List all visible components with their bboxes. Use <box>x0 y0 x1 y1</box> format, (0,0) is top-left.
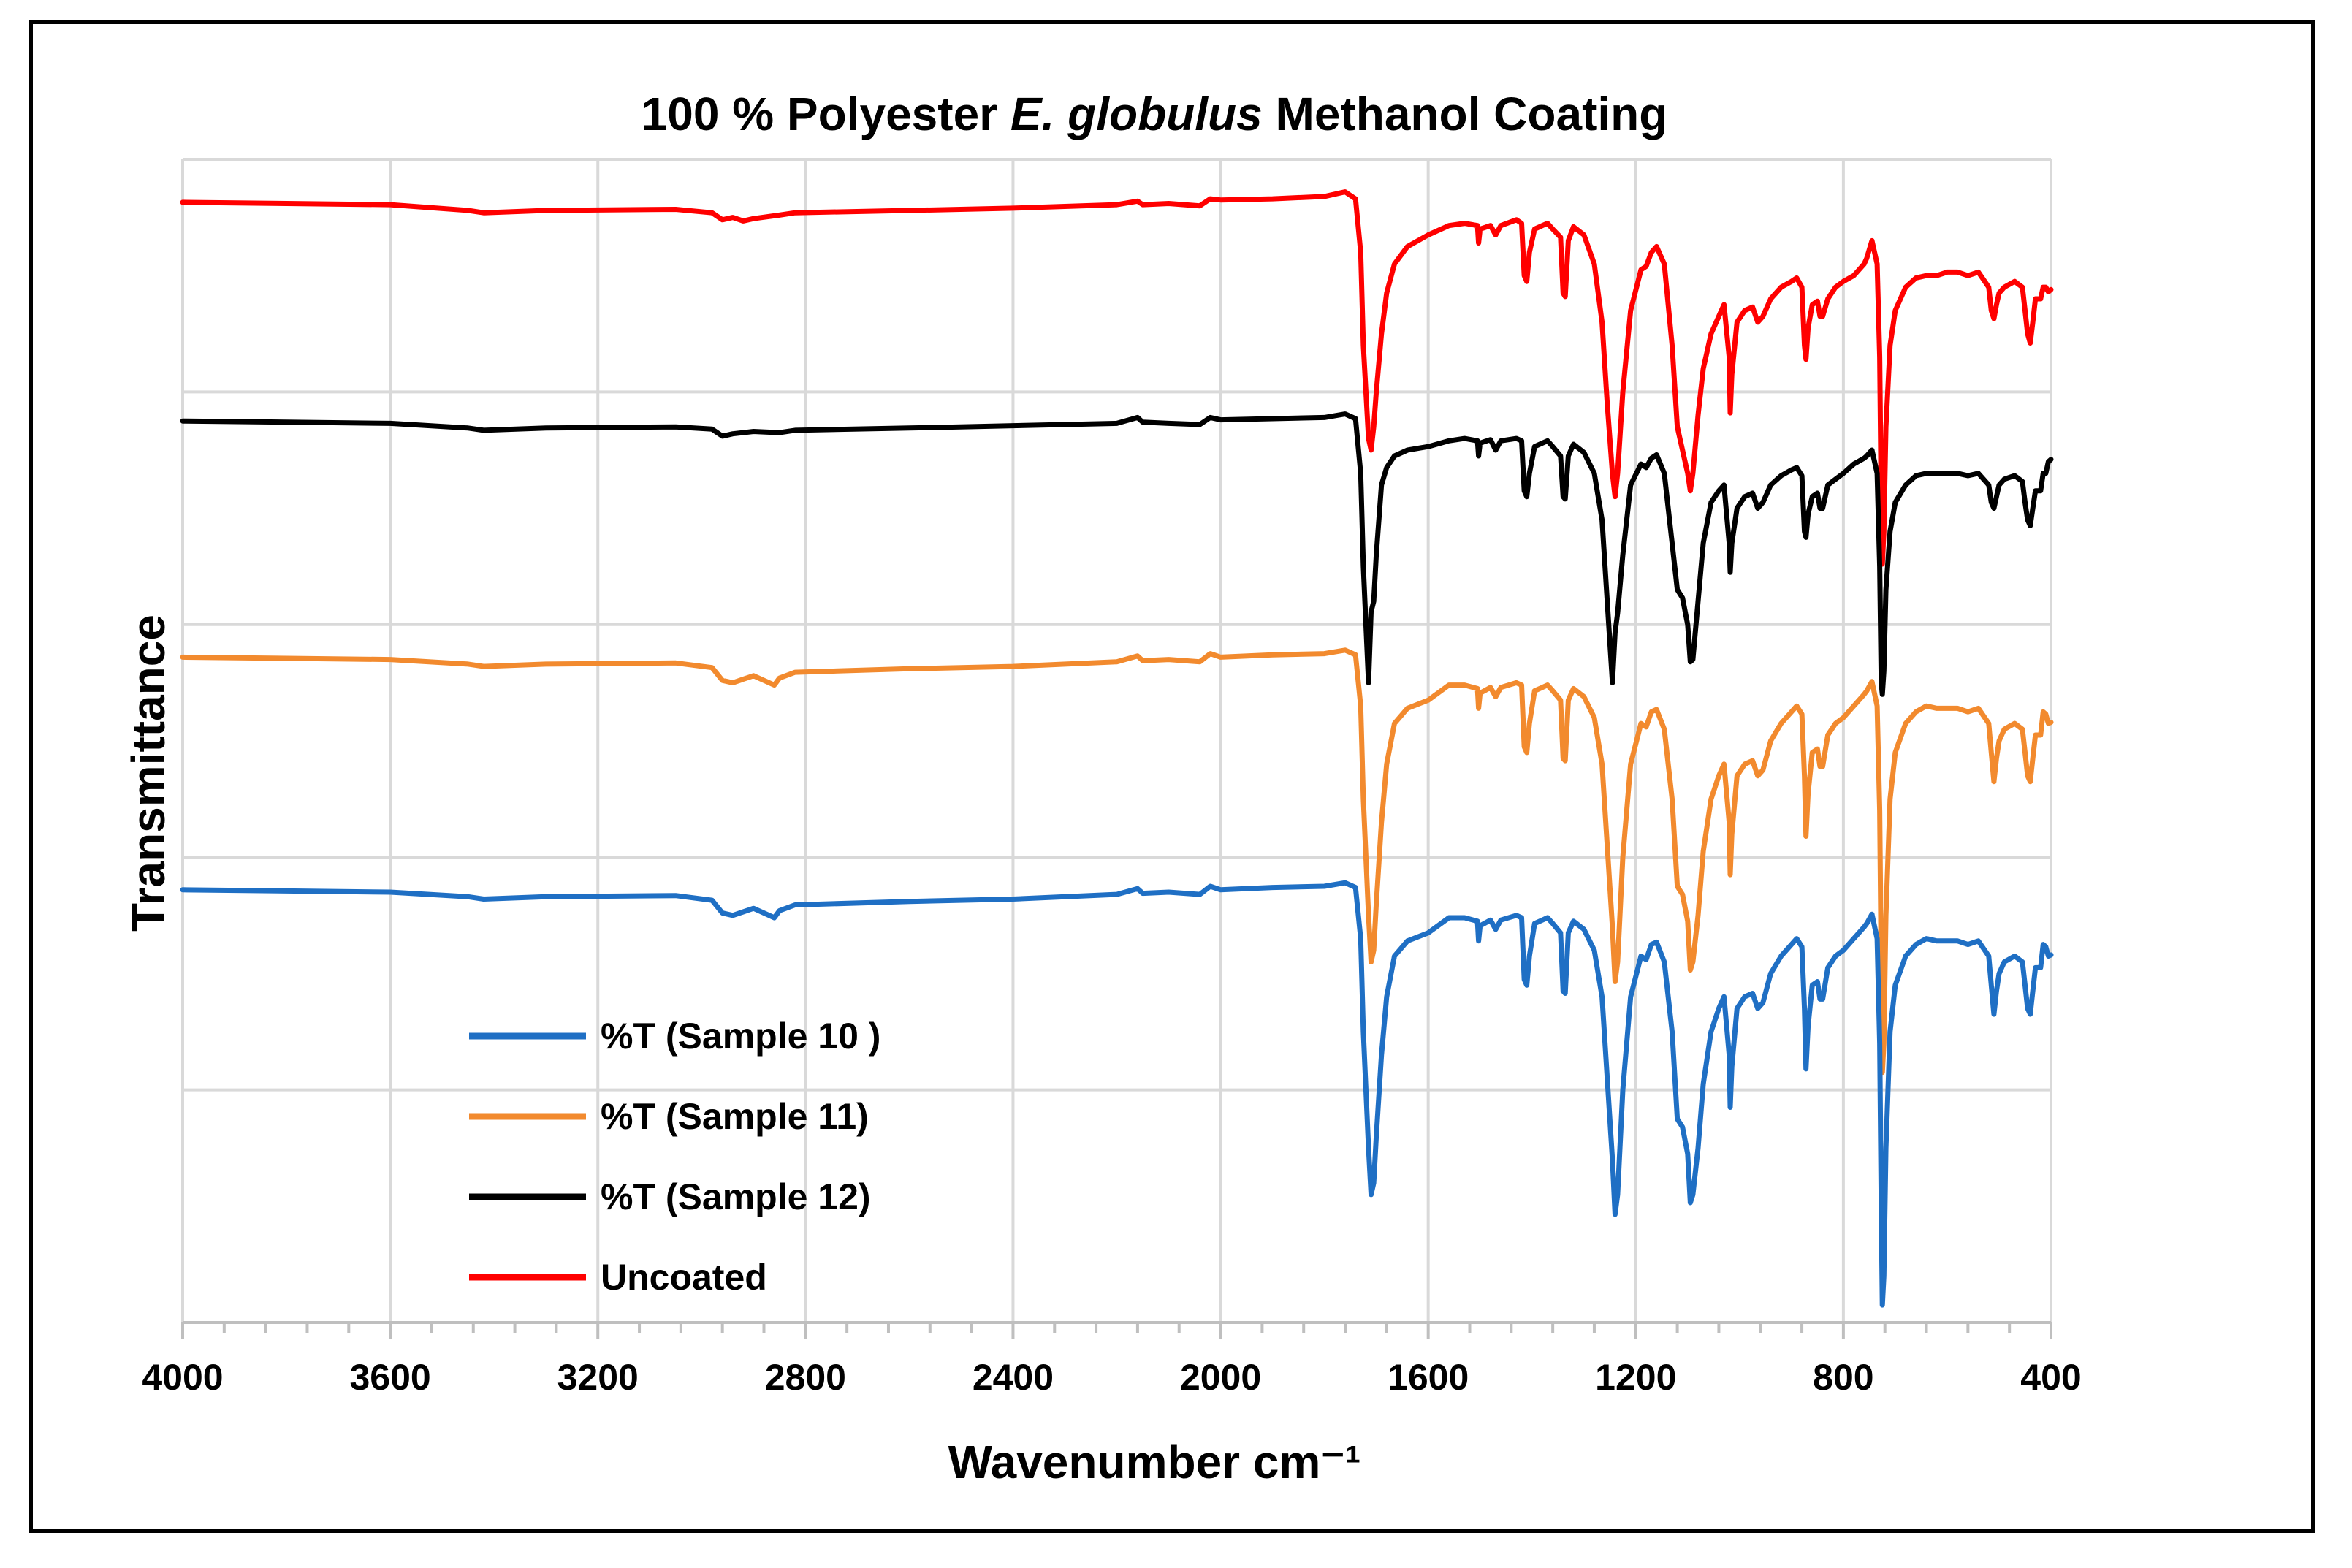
legend-label-0: %T (Sample 10 ) <box>601 1016 880 1057</box>
chart-title: 100 % Polyester E. globulus Methanol Coa… <box>642 88 1668 140</box>
legend-label-2: %T (Sample 12) <box>601 1176 871 1217</box>
series-line-1 <box>180 647 2054 1076</box>
chart-frame: 100 % Polyester E. globulus Methanol Coa… <box>29 20 2315 1533</box>
x-tick-label-6: 1600 <box>1388 1357 1469 1398</box>
chart-title-post: Methanol Coating <box>1263 88 1668 140</box>
series-line-0 <box>180 880 2054 1308</box>
legend-label-1: %T (Sample 11) <box>601 1096 869 1137</box>
x-axis <box>181 1321 2052 1339</box>
x-tick-label-7: 1200 <box>1595 1357 1676 1398</box>
chart-title-italic: E. globulus <box>1011 88 1263 140</box>
chart: 100 % Polyester E. globulus Methanol Coa… <box>122 88 2082 1488</box>
series-line-3 <box>180 189 2054 567</box>
y-axis-title: Transmittance <box>122 614 175 932</box>
x-tick-label-2: 3200 <box>557 1357 639 1398</box>
x-tick-label-0: 4000 <box>142 1357 223 1398</box>
x-tick-label-4: 2400 <box>973 1357 1054 1398</box>
series-line-2 <box>180 411 2054 697</box>
chart-title-pre: 100 % Polyester <box>642 88 1011 140</box>
x-tick-label-1: 3600 <box>349 1357 430 1398</box>
x-tick-label-3: 2800 <box>765 1357 846 1398</box>
x-tick-label-8: 800 <box>1813 1357 1873 1398</box>
legend: %T (Sample 10 ) %T (Sample 11) %T (Sample … <box>469 1016 880 1298</box>
x-axis-title: Wavenumber cm⁻¹ <box>948 1436 1361 1488</box>
x-tick-label-9: 400 <box>2020 1357 2081 1398</box>
series-lines <box>180 189 2054 1308</box>
x-tick-label-5: 2000 <box>1180 1357 1261 1398</box>
x-tick-labels: 4000 3600 3200 2800 2400 2000 1600 1200 800 400 <box>142 1357 2081 1398</box>
legend-label-3: Uncoated <box>601 1257 767 1298</box>
